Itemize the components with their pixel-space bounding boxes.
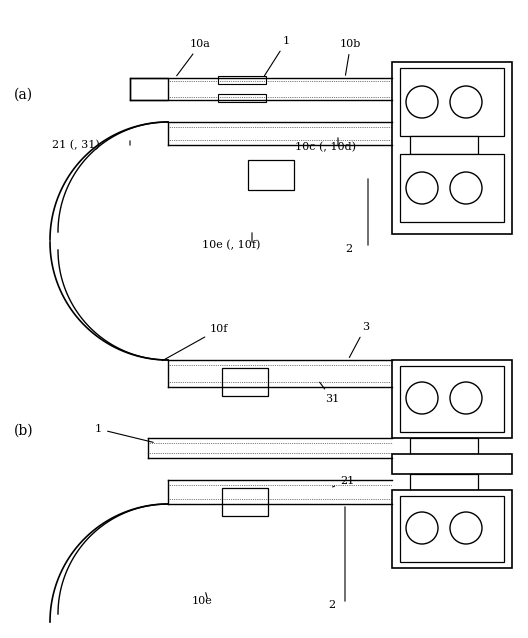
Text: (b): (b) bbox=[14, 424, 34, 438]
Text: 1: 1 bbox=[95, 424, 153, 442]
Bar bbox=[222, 368, 268, 396]
Text: 31: 31 bbox=[319, 382, 340, 404]
Text: 10f: 10f bbox=[163, 324, 229, 360]
Bar bbox=[248, 160, 294, 190]
Bar bbox=[410, 136, 478, 154]
Bar bbox=[218, 76, 266, 84]
Text: 10e: 10e bbox=[192, 596, 213, 606]
Text: (a): (a) bbox=[14, 88, 33, 102]
Text: 1: 1 bbox=[265, 36, 290, 76]
Bar bbox=[400, 68, 504, 136]
Text: 21 (, 31): 21 (, 31) bbox=[52, 140, 100, 150]
Bar bbox=[410, 474, 478, 490]
Text: 10a: 10a bbox=[177, 39, 211, 76]
Bar bbox=[392, 454, 512, 474]
Text: 10b: 10b bbox=[340, 39, 361, 75]
Text: 2: 2 bbox=[328, 600, 335, 610]
Bar bbox=[410, 438, 478, 454]
Bar bbox=[222, 488, 268, 516]
Text: 2: 2 bbox=[345, 244, 352, 254]
Text: 21: 21 bbox=[333, 476, 354, 487]
Bar bbox=[392, 360, 512, 438]
Bar bbox=[400, 154, 504, 222]
Bar bbox=[400, 366, 504, 432]
Text: 10c (, 10d): 10c (, 10d) bbox=[295, 142, 356, 152]
Bar bbox=[392, 490, 512, 568]
Bar bbox=[392, 62, 512, 234]
Text: 3: 3 bbox=[350, 322, 369, 357]
Bar bbox=[400, 496, 504, 562]
Bar bbox=[218, 94, 266, 102]
Text: 10e (, 10f): 10e (, 10f) bbox=[202, 240, 260, 250]
Bar bbox=[130, 78, 168, 100]
